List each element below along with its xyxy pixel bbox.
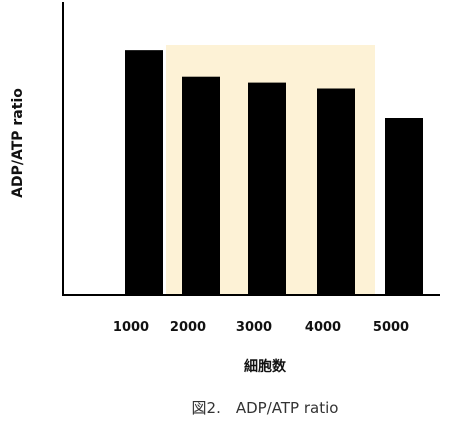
figure-caption: 図2. ADP/ATP ratio bbox=[192, 399, 339, 417]
bar-3000 bbox=[248, 82, 286, 295]
y-axis-title: ADP/ATP ratio bbox=[10, 88, 26, 198]
bar-1000 bbox=[125, 50, 163, 296]
x-tick-labels: 1000 2000 3000 4000 5000 bbox=[113, 320, 409, 335]
x-tick-label-1000: 1000 bbox=[113, 320, 149, 335]
x-axis-title: 細胞数 bbox=[244, 358, 287, 375]
bar-2000 bbox=[182, 76, 220, 295]
x-tick-label-3000: 3000 bbox=[236, 320, 272, 335]
bar-4000 bbox=[317, 88, 355, 295]
bars-group bbox=[125, 50, 423, 296]
bar-5000 bbox=[385, 118, 423, 295]
x-tick-label-5000: 5000 bbox=[373, 320, 409, 335]
x-tick-label-4000: 4000 bbox=[305, 320, 341, 335]
x-tick-label-2000: 2000 bbox=[170, 320, 206, 335]
